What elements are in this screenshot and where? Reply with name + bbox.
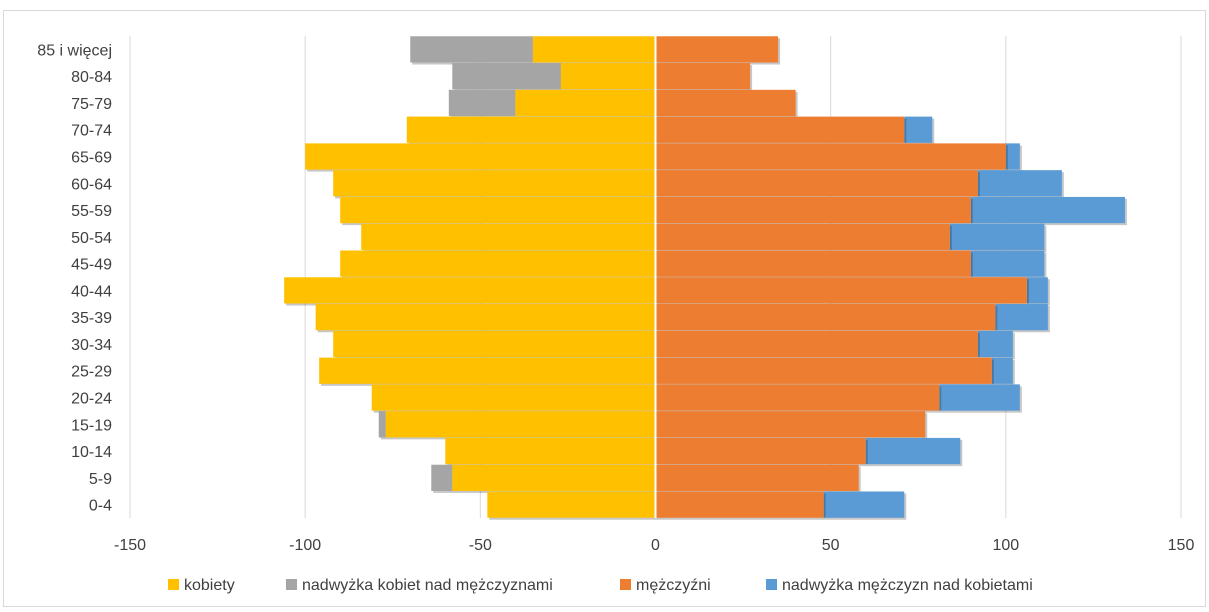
bar-men xyxy=(655,277,1027,304)
y-tick-label: 40-44 xyxy=(71,283,112,300)
bar-men xyxy=(655,411,926,438)
bar-men-excess xyxy=(970,250,1045,277)
bar-women xyxy=(340,196,656,224)
bar-women xyxy=(445,437,656,465)
bar-women xyxy=(406,116,656,143)
legend-swatch xyxy=(286,579,297,590)
bar-men xyxy=(655,250,971,277)
bar-men xyxy=(655,36,779,63)
bar-men-excess xyxy=(949,223,1045,250)
bar-women xyxy=(515,89,656,117)
bar-men xyxy=(655,143,1006,170)
bar-women xyxy=(560,63,656,90)
bar-men-excess xyxy=(865,437,961,465)
bar-women xyxy=(452,464,656,491)
y-tick-label: 30-34 xyxy=(71,337,112,354)
bar-men xyxy=(655,196,971,224)
y-tick-label: 80-84 xyxy=(71,69,112,86)
y-tick-label: 45-49 xyxy=(71,257,112,274)
bar-women-excess xyxy=(452,63,561,90)
bar-women-excess xyxy=(431,464,453,491)
bar-women xyxy=(305,143,656,170)
y-tick-label: 85 i więcej xyxy=(37,42,112,59)
bar-women xyxy=(319,357,656,384)
legend-label: kobiety xyxy=(184,577,235,594)
bar-men xyxy=(655,170,978,197)
x-tick-label: -100 xyxy=(289,537,321,554)
legend-swatch xyxy=(168,579,179,590)
x-tick-label: 150 xyxy=(1168,537,1195,554)
x-tick-label: 0 xyxy=(651,537,660,554)
bar-men-excess xyxy=(823,491,905,518)
legend-label: nadwyżka mężczyzn nad kobietami xyxy=(782,577,1033,594)
bar-women xyxy=(487,491,656,518)
bar-men-excess xyxy=(970,196,1125,224)
y-tick-label: 5-9 xyxy=(89,471,112,488)
bar-men-excess xyxy=(977,170,1062,197)
bar-men xyxy=(655,437,866,465)
y-tick-label: 25-29 xyxy=(71,364,112,381)
x-tick-label: -50 xyxy=(469,537,492,554)
y-tick-label: 65-69 xyxy=(71,150,112,167)
y-tick-label: 35-39 xyxy=(71,310,112,327)
bar-men-excess xyxy=(991,357,1013,384)
bar-men xyxy=(655,116,905,143)
bar-men xyxy=(655,384,940,411)
y-tick-label: 10-14 xyxy=(71,444,112,461)
bar-men xyxy=(655,223,950,250)
bar-men-excess xyxy=(939,384,1020,411)
bar-women-excess xyxy=(378,411,386,438)
bar-women xyxy=(284,277,656,304)
bar-women-excess xyxy=(448,89,516,117)
y-tick-label: 15-19 xyxy=(71,417,112,434)
legend-swatch xyxy=(620,579,631,590)
bar-women xyxy=(333,170,656,197)
x-tick-label: -150 xyxy=(114,537,146,554)
y-tick-label: 55-59 xyxy=(71,203,112,220)
bar-men-excess xyxy=(904,116,933,143)
y-tick-label: 50-54 xyxy=(71,230,112,247)
bar-men xyxy=(655,330,978,358)
y-tick-label: 70-74 xyxy=(71,123,112,140)
y-tick-label: 20-24 xyxy=(71,391,112,408)
bar-men xyxy=(655,89,796,117)
legend-label: nadwyżka kobiet nad mężczyznami xyxy=(302,577,553,594)
bar-women xyxy=(385,411,656,438)
y-tick-label: 60-64 xyxy=(71,176,112,193)
legend-swatch xyxy=(766,579,777,590)
legend-label: mężczyźni xyxy=(636,577,711,594)
bar-women xyxy=(340,250,656,277)
bar-men-excess xyxy=(1005,143,1020,170)
bar-women xyxy=(315,304,656,331)
y-tick-label: 75-79 xyxy=(71,96,112,113)
bar-men xyxy=(655,464,859,491)
bar-women xyxy=(371,384,656,411)
bar-men xyxy=(655,357,992,384)
bar-men-excess xyxy=(977,330,1013,358)
bar-women xyxy=(333,330,656,358)
bar-men xyxy=(655,63,751,90)
chart-frame xyxy=(3,10,1206,607)
bar-women xyxy=(532,36,656,63)
bar-men-excess xyxy=(995,304,1048,331)
bar-women-excess xyxy=(410,36,533,63)
bar-women xyxy=(361,223,656,250)
x-tick-label: 100 xyxy=(992,537,1019,554)
bar-men-excess xyxy=(1026,277,1048,304)
x-tick-label: 50 xyxy=(822,537,840,554)
bar-men xyxy=(655,304,996,331)
y-tick-label: 0-4 xyxy=(89,498,112,515)
bar-men xyxy=(655,491,824,518)
